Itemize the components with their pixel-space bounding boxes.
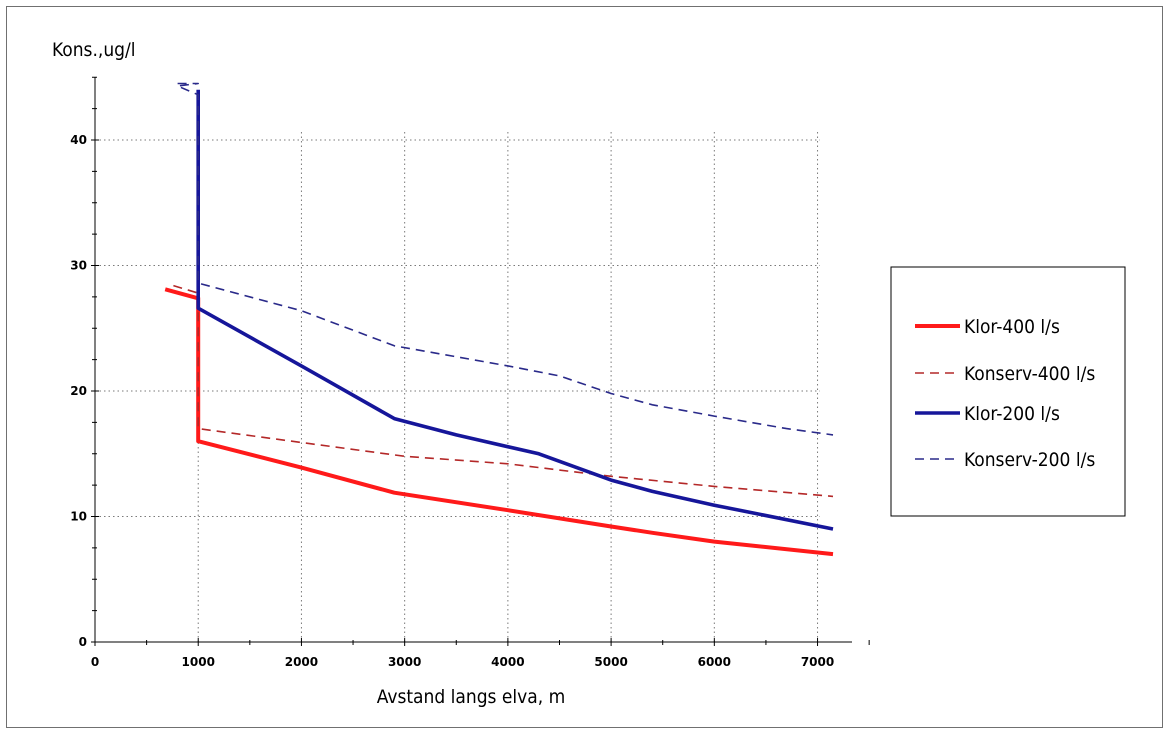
y-tick-label: 0 — [79, 635, 87, 649]
grid — [95, 130, 820, 642]
legend-label-konserv-400: Konserv-400 l/s — [964, 363, 1095, 385]
series-lines — [164, 82, 834, 557]
x-tick-label: 7000 — [801, 655, 834, 669]
tick-labels: 0 1000 2000 3000 4000 5000 6000 7000 0 10 20 30 40 — [70, 133, 834, 669]
x-tick-label: 2000 — [285, 655, 318, 669]
x-tick-label: 5000 — [594, 655, 627, 669]
x-tick-label: 1000 — [182, 655, 215, 669]
x-tick-label: 0 — [91, 655, 99, 669]
legend-box — [890, 266, 1126, 517]
legend-label-klor-400: Klor-400 l/s — [964, 316, 1060, 338]
x-tick-label: 6000 — [698, 655, 731, 669]
x-tick-label: 3000 — [388, 655, 421, 669]
series-line-1 — [173, 284, 834, 498]
series-line-0 — [164, 287, 834, 557]
y-tick-label: 30 — [70, 259, 87, 273]
legend-label-konserv-200: Konserv-200 l/s — [964, 449, 1095, 471]
x-tick-label: 4000 — [491, 655, 524, 669]
legend: Klor-400 l/s Konserv-400 l/s Klor-200 l/… — [890, 266, 1126, 517]
x-axis-label: Avstand langs elva, m — [377, 686, 566, 708]
y-tick-label: 20 — [70, 384, 87, 398]
legend-label-klor-200: Klor-200 l/s — [964, 403, 1060, 425]
series-line-3 — [176, 82, 834, 436]
axes — [91, 76, 870, 646]
y-tick-label: 10 — [70, 510, 87, 524]
series-line-2 — [196, 89, 834, 531]
y-tick-label: 40 — [70, 133, 87, 147]
y-axis-label: Kons.,ug/l — [52, 39, 136, 61]
